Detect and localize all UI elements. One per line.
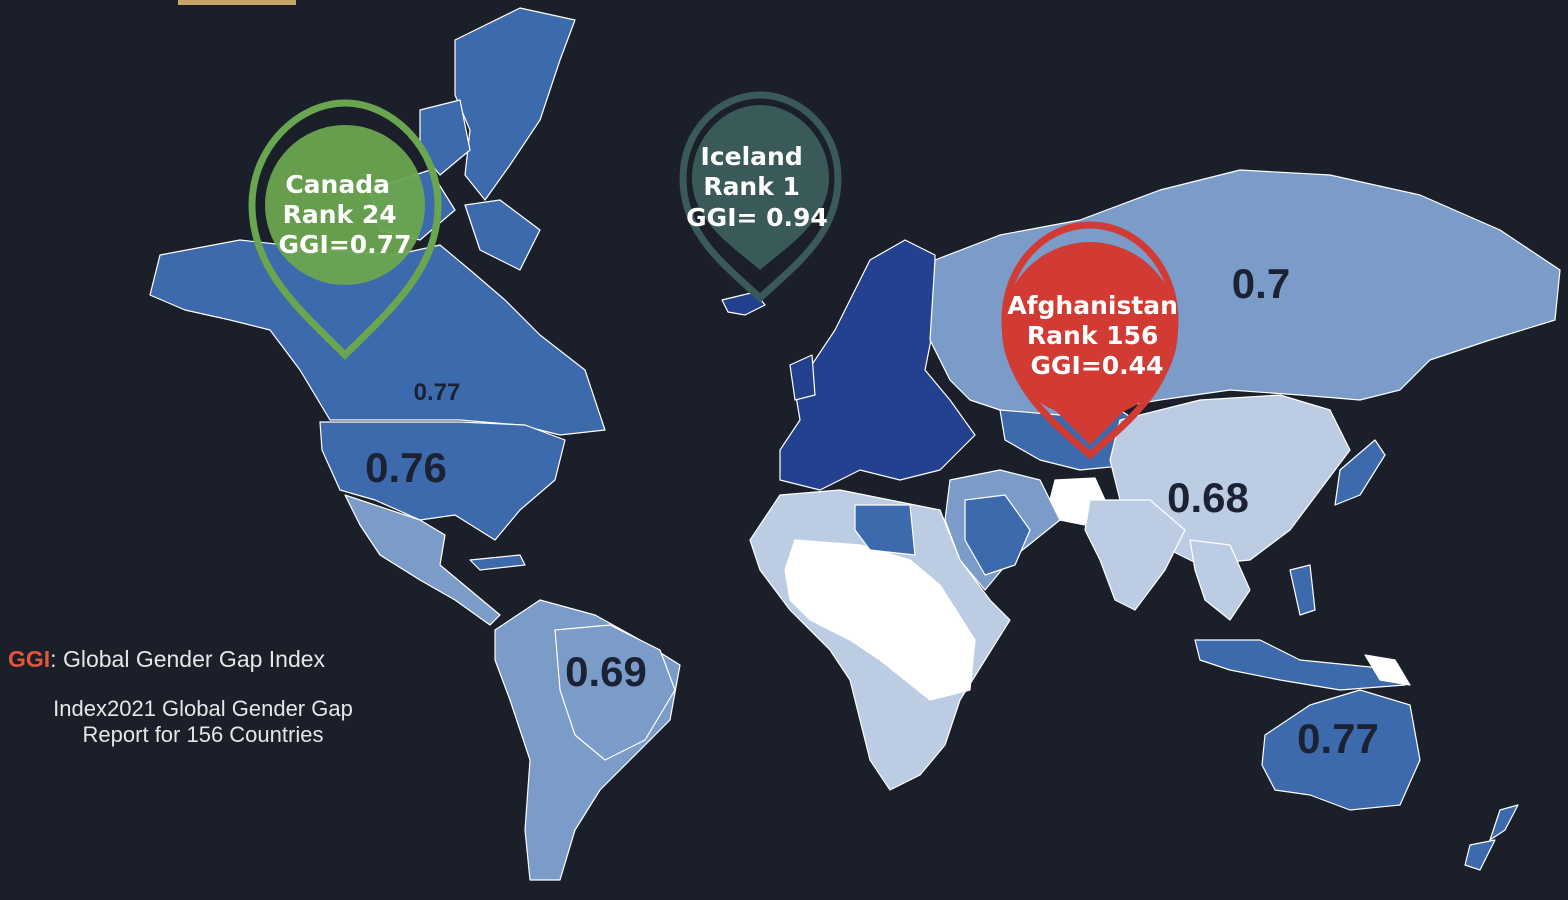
pin-iceland-label: Iceland Rank 1 GGI= 0.94 [686, 142, 828, 232]
pin-afghanistan-fill [1002, 242, 1178, 418]
pin-canada-fill [265, 125, 425, 285]
header-tab-accent [178, 0, 296, 5]
pin-canada-line-1: Canada [285, 170, 390, 199]
region-value-canada: 0.77 [414, 379, 461, 406]
pin-iceland-fill [692, 105, 829, 270]
country-uk [789, 354, 816, 401]
pin-iceland[interactable]: Iceland Rank 1 GGI= 0.94 [679, 91, 842, 303]
country-brazil [554, 624, 676, 761]
pin-afghanistan-label: Afghanistan Rank 156 GGI=0.44 [1007, 291, 1186, 380]
pin-canada[interactable]: Canada Rank 24 GGI=0.77 [248, 99, 442, 360]
country-mexico-central [344, 494, 501, 626]
region-value-brazil: 0.69 [565, 648, 647, 695]
country-new-zealand [1464, 804, 1519, 871]
legend-abbreviation: GGI [8, 646, 51, 672]
region-value-labels: 0.77 0.76 0.69 0.7 0.68 0.77 [365, 260, 1379, 762]
country-australia [1261, 689, 1421, 811]
country-japan [1334, 439, 1386, 506]
pin-afghanistan-line-1: Afghanistan [1007, 291, 1178, 320]
country-caribbean [469, 554, 526, 571]
country-papua-new-guinea [1364, 654, 1411, 686]
country-greenland [454, 7, 576, 201]
region-africa-no-data [784, 539, 976, 701]
pin-afghanistan-line-2: Rank 156 [1027, 321, 1158, 350]
country-usa [319, 421, 566, 541]
pin-afghanistan-tip [1040, 395, 1140, 445]
region-europe [779, 239, 976, 491]
region-value-usa: 0.76 [365, 444, 447, 491]
country-indonesia [1194, 639, 1406, 691]
pin-canada-outline [248, 99, 442, 360]
legend-source: Index2021 Global Gender Gap Report for 1… [8, 696, 398, 748]
legend-definition-text: : Global Gender Gap Index [50, 646, 326, 672]
country-philippines [1289, 564, 1316, 616]
pin-afghanistan[interactable]: Afghanistan Rank 156 GGI=0.44 [1001, 221, 1187, 460]
pin-afghanistan-line-3: GGI=0.44 [1031, 351, 1164, 380]
pin-canada-line-3: GGI=0.77 [279, 230, 412, 259]
country-iceland [721, 291, 766, 316]
country-saudi-arabia [964, 494, 1031, 576]
legend-source-line-1: Index2021 Global Gender Gap [53, 696, 353, 721]
region-southeast-asia [1189, 539, 1251, 621]
region-value-russia: 0.7 [1232, 260, 1290, 307]
pin-iceland-line-3: GGI= 0.94 [686, 203, 828, 232]
region-value-australia: 0.77 [1297, 715, 1379, 762]
pin-canada-label: Canada Rank 24 GGI=0.77 [279, 170, 412, 259]
legend-definition: GGI: Global Gender Gap Index [8, 644, 398, 674]
pin-iceland-outline [679, 91, 842, 303]
region-value-china: 0.68 [1167, 474, 1249, 521]
country-india [1084, 499, 1186, 611]
pin-canada-line-2: Rank 24 [283, 200, 397, 229]
legend: GGI: Global Gender Gap Index Index2021 G… [8, 644, 398, 748]
pin-iceland-line-2: Rank 1 [703, 172, 800, 201]
country-libya [854, 504, 916, 556]
pin-iceland-line-1: Iceland [701, 142, 803, 171]
legend-source-line-2: Report for 156 Countries [82, 722, 324, 747]
